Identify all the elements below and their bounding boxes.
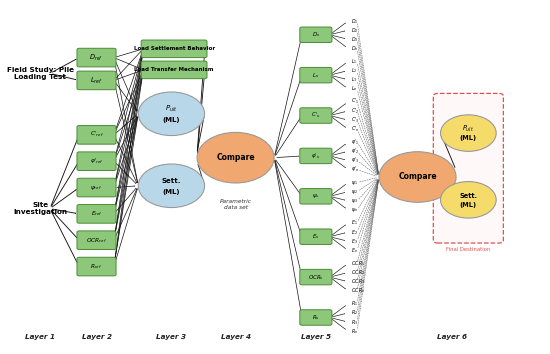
Text: $D_2$: $D_2$ — [351, 26, 358, 35]
Text: $C'_1$: $C'_1$ — [351, 97, 359, 107]
Text: (ML): (ML) — [163, 117, 180, 123]
Text: (ML): (ML) — [460, 202, 477, 208]
Text: $E_n$: $E_n$ — [351, 246, 358, 255]
Text: $OCR_{ref}$: $OCR_{ref}$ — [86, 236, 107, 245]
Text: $P_{ult}$: $P_{ult}$ — [165, 104, 178, 114]
Text: (ML): (ML) — [460, 135, 477, 141]
Text: $C'_3$: $C'_3$ — [351, 115, 359, 125]
Text: $\psi_{ref}$: $\psi_{ref}$ — [90, 183, 102, 192]
Circle shape — [441, 182, 496, 218]
Text: Site
Investigation: Site Investigation — [13, 202, 68, 215]
Text: $R_{ref}$: $R_{ref}$ — [90, 262, 103, 271]
Text: $\psi_s$: $\psi_s$ — [312, 192, 320, 200]
Text: Compare: Compare — [398, 172, 437, 182]
Circle shape — [138, 164, 205, 207]
Text: $C'_2$: $C'_2$ — [351, 107, 359, 115]
Text: Sett.: Sett. — [459, 193, 477, 199]
Circle shape — [379, 152, 456, 202]
Text: Layer 4: Layer 4 — [221, 334, 251, 340]
Text: $L_1$: $L_1$ — [351, 57, 357, 66]
Circle shape — [441, 115, 496, 152]
FancyBboxPatch shape — [141, 40, 207, 58]
Text: $R_n$: $R_n$ — [351, 327, 358, 336]
Text: $P_{ult}$: $P_{ult}$ — [462, 124, 475, 134]
FancyBboxPatch shape — [77, 126, 116, 144]
Text: Final Destination: Final Destination — [446, 247, 491, 252]
FancyBboxPatch shape — [433, 93, 503, 243]
FancyBboxPatch shape — [300, 67, 332, 83]
Text: $L_{ref}$: $L_{ref}$ — [90, 75, 103, 86]
FancyBboxPatch shape — [300, 269, 332, 285]
Text: $R_1$: $R_1$ — [351, 299, 358, 308]
FancyBboxPatch shape — [300, 148, 332, 164]
Text: $\psi_3$: $\psi_3$ — [351, 197, 358, 205]
Text: $C'_s$: $C'_s$ — [311, 111, 321, 120]
Text: Sett.: Sett. — [162, 178, 181, 184]
Text: $E_{ref}$: $E_{ref}$ — [91, 210, 102, 218]
Circle shape — [138, 92, 205, 136]
Text: $E_s$: $E_s$ — [312, 232, 320, 241]
Text: $L_n$: $L_n$ — [351, 84, 357, 93]
FancyBboxPatch shape — [141, 61, 207, 79]
Text: Load Settlement Behavior: Load Settlement Behavior — [134, 46, 214, 51]
FancyBboxPatch shape — [77, 152, 116, 171]
Text: Layer 1: Layer 1 — [25, 334, 56, 340]
Text: $L_2$: $L_2$ — [351, 66, 357, 75]
Text: $L_3$: $L_3$ — [351, 75, 357, 84]
FancyBboxPatch shape — [300, 27, 332, 42]
FancyBboxPatch shape — [77, 48, 116, 67]
Text: $\varphi'_3$: $\varphi'_3$ — [351, 156, 359, 165]
FancyBboxPatch shape — [77, 257, 116, 276]
Text: $E_2$: $E_2$ — [351, 228, 358, 236]
FancyBboxPatch shape — [300, 310, 332, 325]
Text: Parametric
data set: Parametric data set — [219, 199, 251, 210]
Text: $\varphi'_n$: $\varphi'_n$ — [351, 165, 359, 174]
Text: $D_{ref}$: $D_{ref}$ — [90, 52, 103, 63]
Text: (ML): (ML) — [163, 189, 180, 195]
FancyBboxPatch shape — [77, 71, 116, 90]
Text: $\psi_2$: $\psi_2$ — [351, 188, 358, 196]
Text: $OCR_1$: $OCR_1$ — [351, 259, 365, 268]
Text: $C'_n$: $C'_n$ — [351, 125, 359, 134]
Text: $D_3$: $D_3$ — [351, 35, 358, 44]
FancyBboxPatch shape — [300, 189, 332, 204]
Text: $R_s$: $R_s$ — [312, 313, 320, 322]
Text: $\varphi'_s$: $\varphi'_s$ — [311, 151, 321, 160]
FancyBboxPatch shape — [77, 178, 116, 197]
Text: $OCR_3$: $OCR_3$ — [351, 277, 365, 286]
Text: $D_1$: $D_1$ — [351, 17, 358, 25]
Text: $D_n$: $D_n$ — [351, 44, 358, 53]
Text: $E_3$: $E_3$ — [351, 237, 358, 246]
Text: $\varphi'_{ref}$: $\varphi'_{ref}$ — [90, 156, 103, 166]
FancyBboxPatch shape — [77, 231, 116, 250]
Text: $R_2$: $R_2$ — [351, 308, 358, 318]
Text: $R_3$: $R_3$ — [351, 318, 358, 326]
Text: Field Study: Pile
Loading Test: Field Study: Pile Loading Test — [7, 67, 74, 80]
Text: $OCR_2$: $OCR_2$ — [351, 268, 365, 277]
Text: Layer 2: Layer 2 — [81, 334, 112, 340]
Text: Layer 5: Layer 5 — [301, 334, 331, 340]
Text: $OCR_s$: $OCR_s$ — [308, 273, 324, 281]
FancyBboxPatch shape — [77, 205, 116, 223]
Text: Load Transfer Mechanism: Load Transfer Mechanism — [134, 67, 214, 72]
FancyBboxPatch shape — [300, 108, 332, 123]
Text: $L_s$: $L_s$ — [312, 71, 320, 80]
Text: $\varphi'_2$: $\varphi'_2$ — [351, 147, 359, 156]
Text: $D_s$: $D_s$ — [312, 30, 320, 39]
Text: $\psi_1$: $\psi_1$ — [351, 179, 358, 187]
Text: $C'_{ref}$: $C'_{ref}$ — [90, 130, 103, 139]
FancyBboxPatch shape — [300, 229, 332, 244]
Text: $\varphi'_1$: $\varphi'_1$ — [351, 138, 359, 147]
Text: $E_1$: $E_1$ — [351, 218, 358, 228]
Text: Compare: Compare — [216, 153, 255, 162]
Text: $\psi_n$: $\psi_n$ — [351, 206, 358, 214]
Text: Layer 3: Layer 3 — [156, 334, 186, 340]
Text: $OCR_n$: $OCR_n$ — [351, 286, 365, 295]
Text: Layer 6: Layer 6 — [437, 334, 467, 340]
Circle shape — [197, 132, 274, 183]
